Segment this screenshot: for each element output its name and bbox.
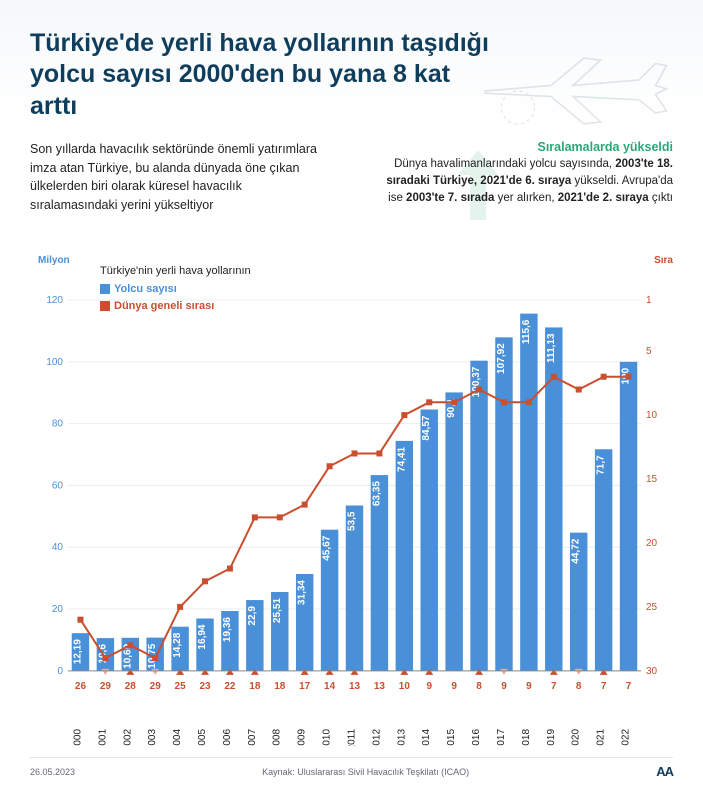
svg-text:14,28: 14,28 [172, 632, 183, 657]
chart-legend: Türkiye'nin yerli hava yollarının Yolcu … [100, 263, 251, 316]
svg-text:120: 120 [46, 295, 63, 306]
svg-text:2010: 2010 [322, 729, 333, 746]
svg-text:2012: 2012 [371, 729, 382, 746]
svg-text:2019: 2019 [546, 729, 557, 746]
svg-text:25: 25 [175, 681, 187, 692]
svg-text:18: 18 [274, 681, 286, 692]
chart-container: Türkiye'nin yerli hava yollarının Yolcu … [30, 295, 673, 746]
svg-text:80: 80 [52, 419, 64, 430]
svg-text:26: 26 [75, 681, 87, 692]
svg-text:12,19: 12,19 [72, 639, 83, 664]
svg-text:2014: 2014 [421, 729, 432, 746]
svg-text:13: 13 [349, 681, 361, 692]
svg-text:84,57: 84,57 [421, 415, 432, 440]
svg-text:10: 10 [646, 410, 658, 421]
svg-text:115,6: 115,6 [521, 319, 532, 344]
svg-text:25,51: 25,51 [272, 598, 283, 623]
svg-text:31,34: 31,34 [297, 580, 308, 605]
svg-text:25: 25 [646, 602, 658, 613]
svg-text:8: 8 [476, 681, 482, 692]
svg-text:53,5: 53,5 [347, 511, 358, 531]
svg-text:40: 40 [52, 542, 64, 553]
svg-text:2015: 2015 [446, 729, 457, 746]
svg-text:7: 7 [601, 681, 607, 692]
svg-text:28: 28 [125, 681, 137, 692]
svg-text:2007: 2007 [247, 729, 258, 746]
svg-text:23: 23 [199, 681, 211, 692]
svg-text:1: 1 [646, 295, 652, 306]
svg-text:2016: 2016 [471, 729, 482, 746]
svg-text:74,41: 74,41 [396, 446, 407, 471]
svg-text:2000: 2000 [72, 729, 83, 746]
svg-text:2022: 2022 [621, 729, 632, 746]
svg-text:22: 22 [224, 681, 236, 692]
svg-text:14: 14 [324, 681, 336, 692]
svg-text:2011: 2011 [347, 729, 358, 746]
legend-series-2: Dünya geneli sırası [114, 300, 214, 312]
svg-text:45,67: 45,67 [322, 535, 333, 560]
rank-callout-body: Dünya havalimanlarındaki yolcu sayısında… [370, 156, 673, 208]
svg-text:107,92: 107,92 [496, 343, 507, 374]
y-axis-right-label: Sıra [654, 255, 673, 266]
svg-text:2005: 2005 [197, 729, 208, 746]
svg-text:2009: 2009 [297, 729, 308, 746]
svg-text:7: 7 [626, 681, 632, 692]
svg-text:2003: 2003 [147, 729, 158, 746]
agency-logo: AA [656, 764, 673, 779]
svg-text:2020: 2020 [571, 729, 582, 746]
svg-text:2001: 2001 [97, 729, 108, 746]
svg-text:2017: 2017 [496, 729, 507, 746]
svg-text:5: 5 [646, 346, 652, 357]
svg-text:9: 9 [501, 681, 507, 692]
svg-text:20: 20 [646, 538, 658, 549]
svg-text:44,72: 44,72 [571, 538, 582, 563]
svg-text:111,13: 111,13 [546, 333, 557, 363]
legend-header: Türkiye'nin yerli hava yollarının [100, 263, 251, 281]
svg-text:13: 13 [374, 681, 386, 692]
svg-text:7: 7 [551, 681, 557, 692]
svg-text:16,94: 16,94 [197, 624, 208, 649]
svg-text:19,36: 19,36 [222, 617, 233, 642]
footer: 26.05.2023 Kaynak: Uluslararası Sivil Ha… [30, 757, 673, 779]
svg-text:2004: 2004 [172, 729, 183, 746]
svg-text:60: 60 [52, 480, 64, 491]
rank-callout: Sıralamalarda yükseldi Dünya havalimanla… [370, 140, 673, 215]
svg-text:63,35: 63,35 [371, 481, 382, 506]
svg-text:18: 18 [249, 681, 261, 692]
footer-source: Kaynak: Uluslararası Sivil Havacılık Teş… [262, 767, 469, 777]
svg-text:20: 20 [52, 604, 64, 615]
rank-callout-heading: Sıralamalarda yükseldi [370, 140, 673, 154]
legend-series-1: Yolcu sayısı [114, 283, 177, 295]
svg-text:2021: 2021 [596, 729, 607, 746]
svg-text:2018: 2018 [521, 729, 532, 746]
svg-text:71,7: 71,7 [596, 455, 607, 475]
y-axis-left-label: Milyon [38, 255, 70, 266]
svg-text:2002: 2002 [122, 729, 133, 746]
bar-line-chart: 02040608010012015101520253012,1920002610… [30, 295, 673, 746]
svg-text:9: 9 [426, 681, 432, 692]
svg-text:2006: 2006 [222, 729, 233, 746]
svg-text:10: 10 [399, 681, 411, 692]
svg-text:29: 29 [100, 681, 112, 692]
svg-text:29: 29 [150, 681, 162, 692]
footer-date: 26.05.2023 [30, 767, 75, 777]
airplane-decor [463, 20, 683, 140]
svg-text:17: 17 [299, 681, 311, 692]
svg-text:9: 9 [451, 681, 457, 692]
svg-text:2008: 2008 [272, 729, 283, 746]
intro-text: Son yıllarda havacılık sektöründe önemli… [30, 140, 330, 215]
svg-text:9: 9 [526, 681, 532, 692]
svg-text:0: 0 [57, 666, 63, 677]
svg-text:100: 100 [46, 357, 63, 368]
main-title: Türkiye'de yerli hava yollarının taşıdığ… [30, 28, 490, 122]
svg-text:8: 8 [576, 681, 582, 692]
svg-text:2013: 2013 [396, 729, 407, 746]
svg-text:30: 30 [646, 666, 658, 677]
svg-text:15: 15 [646, 474, 658, 485]
svg-text:22,9: 22,9 [247, 606, 258, 626]
